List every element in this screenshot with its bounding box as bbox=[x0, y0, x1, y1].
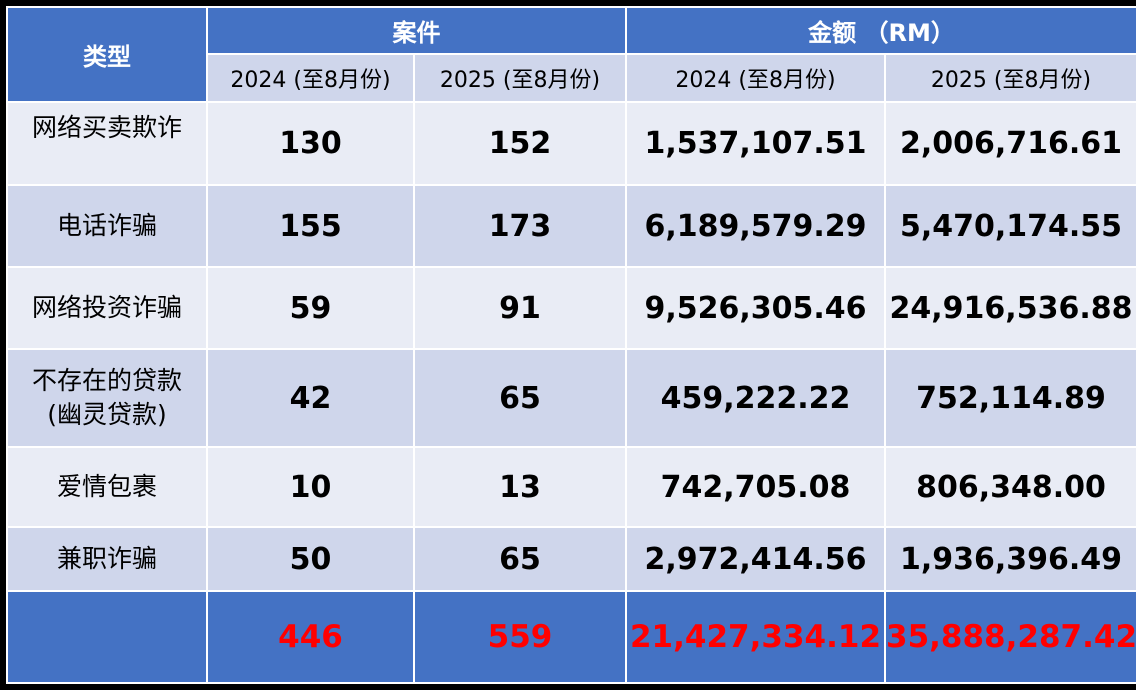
type-cell: 爱情包裹 bbox=[6, 446, 208, 528]
amount-2025-cell: 806,348.00 bbox=[884, 446, 1136, 528]
amount-2024-header: 2024 (至8月份) bbox=[625, 53, 886, 103]
total-amount-2025: 35,888,287.42 bbox=[884, 590, 1136, 684]
cases-2024-cell: 155 bbox=[206, 184, 415, 268]
amount-2024-cell: 459,222.22 bbox=[625, 348, 886, 448]
amount-2024-cell: 1,537,107.51 bbox=[625, 101, 886, 186]
amount-2024-cell: 9,526,305.46 bbox=[625, 266, 886, 350]
scam-statistics-table: 类型 案件 金额 （RM） 2024 (至8月份) 2025 (至8月份) 20… bbox=[6, 6, 1136, 684]
table-row: 网络投资诈骗 59 91 9,526,305.46 24,916,536.88 bbox=[6, 266, 1136, 350]
cases-2025-cell: 65 bbox=[413, 348, 627, 448]
amount-2025-cell: 752,114.89 bbox=[884, 348, 1136, 448]
total-label-cell bbox=[6, 590, 208, 684]
type-cell: 电话诈骗 bbox=[6, 184, 208, 268]
total-cases-2025: 559 bbox=[413, 590, 627, 684]
type-cell: 不存在的贷款 (幽灵贷款) bbox=[6, 348, 208, 448]
amount-2024-cell: 2,972,414.56 bbox=[625, 526, 886, 592]
table-row: 电话诈骗 155 173 6,189,579.29 5,470,174.55 bbox=[6, 184, 1136, 268]
cases-2024-cell: 130 bbox=[206, 101, 415, 186]
cases-header: 案件 bbox=[206, 6, 627, 55]
cases-2024-header: 2024 (至8月份) bbox=[206, 53, 415, 103]
cases-2025-cell: 152 bbox=[413, 101, 627, 186]
table-row: 不存在的贷款 (幽灵贷款) 42 65 459,222.22 752,114.8… bbox=[6, 348, 1136, 448]
amount-2024-cell: 6,189,579.29 bbox=[625, 184, 886, 268]
cases-2025-cell: 13 bbox=[413, 446, 627, 528]
amount-2025-cell: 24,916,536.88 bbox=[884, 266, 1136, 350]
subheader-row: 2024 (至8月份) 2025 (至8月份) 2024 (至8月份) 2025… bbox=[7, 53, 1136, 103]
type-cell: 网络投资诈骗 bbox=[6, 266, 208, 350]
cases-2024-cell: 59 bbox=[206, 266, 415, 350]
amount-2025-header: 2025 (至8月份) bbox=[884, 53, 1136, 103]
amount-2025-cell: 5,470,174.55 bbox=[884, 184, 1136, 268]
table-row: 爱情包裹 10 13 742,705.08 806,348.00 bbox=[6, 446, 1136, 528]
total-amount-2024: 21,427,334.12 bbox=[625, 590, 886, 684]
amount-2024-cell: 742,705.08 bbox=[625, 446, 886, 528]
type-line-2: (幽灵贷款) bbox=[47, 400, 167, 429]
type-line-1: 不存在的贷款 bbox=[31, 366, 182, 395]
cases-2025-cell: 173 bbox=[413, 184, 627, 268]
total-cases-2024: 446 bbox=[206, 590, 415, 684]
cases-2024-cell: 50 bbox=[206, 526, 415, 592]
cases-2025-cell: 91 bbox=[413, 266, 627, 350]
cases-2024-cell: 10 bbox=[206, 446, 415, 528]
total-row: 446 559 21,427,334.12 35,888,287.42 bbox=[6, 590, 1136, 684]
amount-header: 金额 （RM） bbox=[625, 6, 1136, 55]
header-row: 类型 案件 金额 （RM） bbox=[6, 6, 1136, 103]
cases-2025-header: 2025 (至8月份) bbox=[413, 53, 627, 103]
amount-2025-cell: 2,006,716.61 bbox=[884, 101, 1136, 186]
type-cell: 网络买卖欺诈 bbox=[6, 101, 208, 186]
cases-2024-cell: 42 bbox=[206, 348, 415, 448]
cases-2025-cell: 65 bbox=[413, 526, 627, 592]
amount-2025-cell: 1,936,396.49 bbox=[884, 526, 1136, 592]
type-header: 类型 bbox=[6, 6, 208, 103]
table-row: 兼职诈骗 50 65 2,972,414.56 1,936,396.49 bbox=[6, 526, 1136, 592]
table-row: 网络买卖欺诈 130 152 1,537,107.51 2,006,716.61 bbox=[6, 101, 1136, 186]
type-cell: 兼职诈骗 bbox=[6, 526, 208, 592]
